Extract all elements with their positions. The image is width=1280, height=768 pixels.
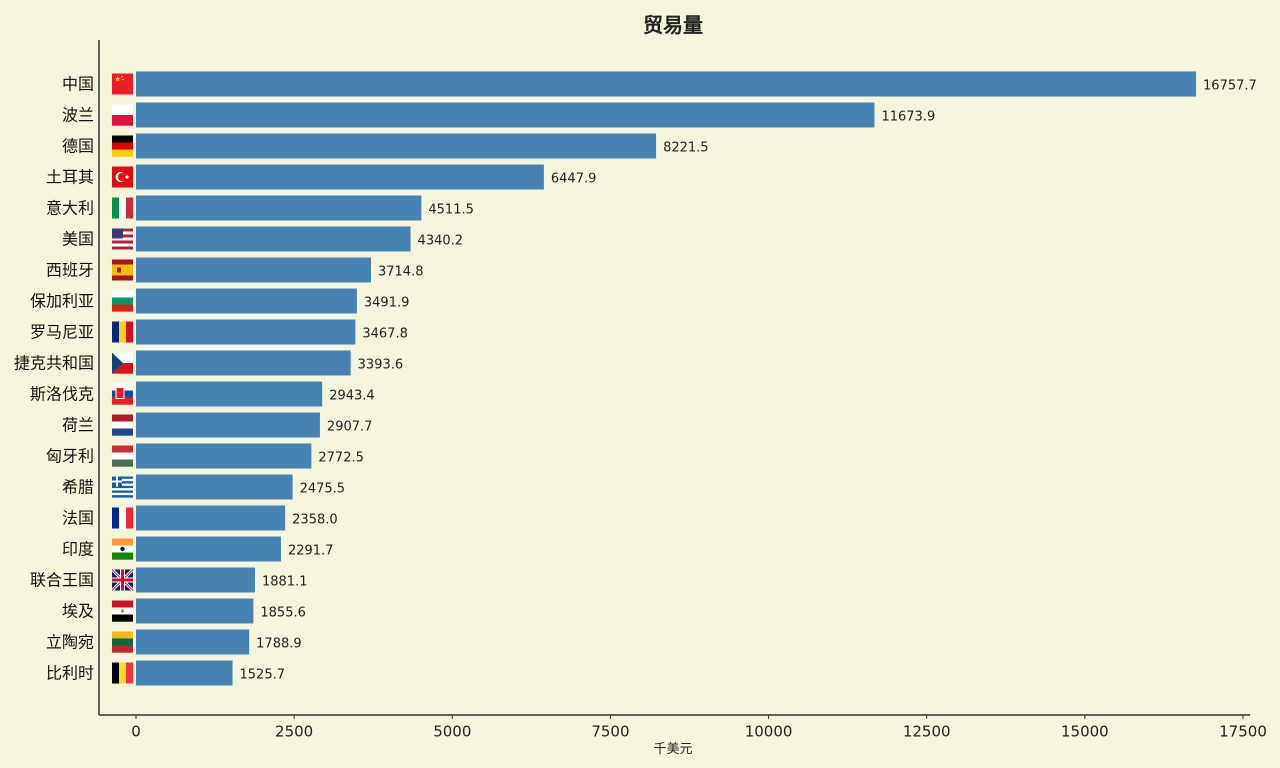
- flag-ro-icon: [112, 321, 134, 343]
- bars-group: 16757.7 11673.9 8221.5 6447.9 4511.5 4340.2 37…: [136, 71, 1257, 686]
- x-ticks-group: 0 2500 5000 7500 10000 12500 15000 17500: [131, 715, 1267, 741]
- flag-it-icon: [112, 197, 134, 219]
- bar-value-label: 8221.5: [663, 141, 709, 156]
- category-label: 联合王国: [30, 571, 94, 590]
- x-tick-label: 15000: [1061, 723, 1109, 741]
- category-label: 意大利: [46, 199, 94, 218]
- category-label: 希腊: [62, 478, 94, 497]
- category-label: 保加利亚: [30, 292, 94, 311]
- flag-gr-icon: [112, 476, 133, 498]
- x-tick-label: 5000: [433, 723, 471, 741]
- bar-value-label: 1881.1: [262, 575, 308, 590]
- bar: [136, 164, 544, 190]
- x-tick-label: 10000: [745, 723, 793, 741]
- bar-value-label: 1855.6: [260, 606, 306, 621]
- category-label: 土耳其: [46, 168, 94, 187]
- bar-value-label: 2475.5: [300, 482, 346, 497]
- flag-de-icon: [112, 135, 133, 157]
- bar-value-label: 3491.9: [364, 296, 410, 311]
- category-label: 比利时: [46, 664, 94, 683]
- bar: [136, 598, 254, 624]
- flag-cz-icon: [112, 352, 133, 374]
- flag-nl-icon: [112, 414, 133, 436]
- category-label: 斯洛伐克: [30, 385, 94, 404]
- bar-value-label: 2358.0: [292, 513, 338, 528]
- category-label: 荷兰: [62, 416, 94, 435]
- flags-group: ★: [110, 73, 135, 684]
- bar: [136, 102, 875, 128]
- bar-value-label: 3714.8: [378, 265, 424, 280]
- category-label: 捷克共和国: [14, 354, 94, 373]
- x-axis-label: 千美元: [653, 742, 692, 757]
- bar: [136, 133, 657, 159]
- flag-fr-icon: [112, 507, 134, 529]
- bar: [136, 629, 250, 655]
- flag-sk-icon: [112, 383, 133, 405]
- flag-gb-icon: [110, 568, 135, 592]
- bar: [136, 226, 411, 252]
- category-label: 印度: [62, 540, 94, 559]
- flag-hu-icon: [112, 445, 133, 467]
- bar-value-label: 1788.9: [256, 637, 302, 652]
- flag-be-icon: [112, 662, 134, 684]
- flag-pl-icon: [112, 104, 133, 126]
- bar: [136, 71, 1197, 97]
- x-tick-label: 12500: [903, 723, 951, 741]
- bar: [136, 505, 286, 531]
- category-label: 罗马尼亚: [30, 323, 94, 342]
- bar: [136, 412, 320, 438]
- bar: [136, 443, 312, 469]
- flag-us-icon: [112, 228, 133, 250]
- bar-value-label: 2772.5: [318, 451, 364, 466]
- bar: [136, 536, 281, 562]
- bar-value-label: 16757.7: [1203, 79, 1257, 94]
- category-label: 匈牙利: [46, 447, 94, 466]
- bar-value-label: 1525.7: [240, 668, 285, 683]
- flag-eg-icon: [112, 600, 133, 622]
- bar: [136, 288, 357, 314]
- chart-title: 贸易量: [643, 13, 703, 37]
- bar-value-label: 3467.8: [362, 327, 408, 342]
- bar-value-label: 2907.7: [327, 420, 373, 435]
- category-label: 立陶宛: [46, 633, 94, 652]
- bar: [136, 257, 371, 283]
- x-tick-label: 7500: [591, 723, 629, 741]
- flag-tr-icon: [112, 166, 133, 188]
- bar: [136, 350, 351, 376]
- bar: [136, 474, 293, 500]
- bar-value-label: 2291.7: [288, 544, 334, 559]
- flag-bg-icon: [112, 290, 133, 312]
- category-label: 德国: [62, 137, 94, 156]
- category-labels-group: 中国波兰德国土耳其意大利美国西班牙保加利亚罗马尼亚捷克共和国斯洛伐克荷兰匈牙利希…: [14, 75, 94, 683]
- x-tick-label: 17500: [1219, 723, 1267, 741]
- bar-value-label: 11673.9: [881, 110, 935, 125]
- bar: [136, 381, 323, 407]
- bar-value-label: 4340.2: [418, 234, 464, 249]
- bar-value-label: 4511.5: [428, 203, 474, 218]
- flag-cn-icon: ★: [112, 73, 133, 95]
- flag-lt-icon: [112, 631, 133, 653]
- x-tick-label: 2500: [275, 723, 313, 741]
- bar: [136, 660, 233, 686]
- bar: [136, 319, 356, 345]
- x-tick-label: 0: [131, 723, 141, 741]
- bar-value-label: 2943.4: [329, 389, 375, 404]
- bar: [136, 195, 422, 221]
- category-label: 中国: [62, 75, 94, 94]
- flag-in-icon: [112, 538, 133, 560]
- svg-text:★: ★: [114, 75, 121, 84]
- category-label: 美国: [62, 230, 94, 249]
- bar: [136, 567, 255, 593]
- category-label: 波兰: [62, 106, 94, 125]
- bar-value-label: 3393.6: [358, 358, 404, 373]
- category-label: 西班牙: [46, 261, 94, 280]
- category-label: 法国: [62, 509, 94, 528]
- category-label: 埃及: [62, 602, 94, 621]
- bar-value-label: 6447.9: [551, 172, 597, 187]
- flag-es-icon: [112, 259, 133, 281]
